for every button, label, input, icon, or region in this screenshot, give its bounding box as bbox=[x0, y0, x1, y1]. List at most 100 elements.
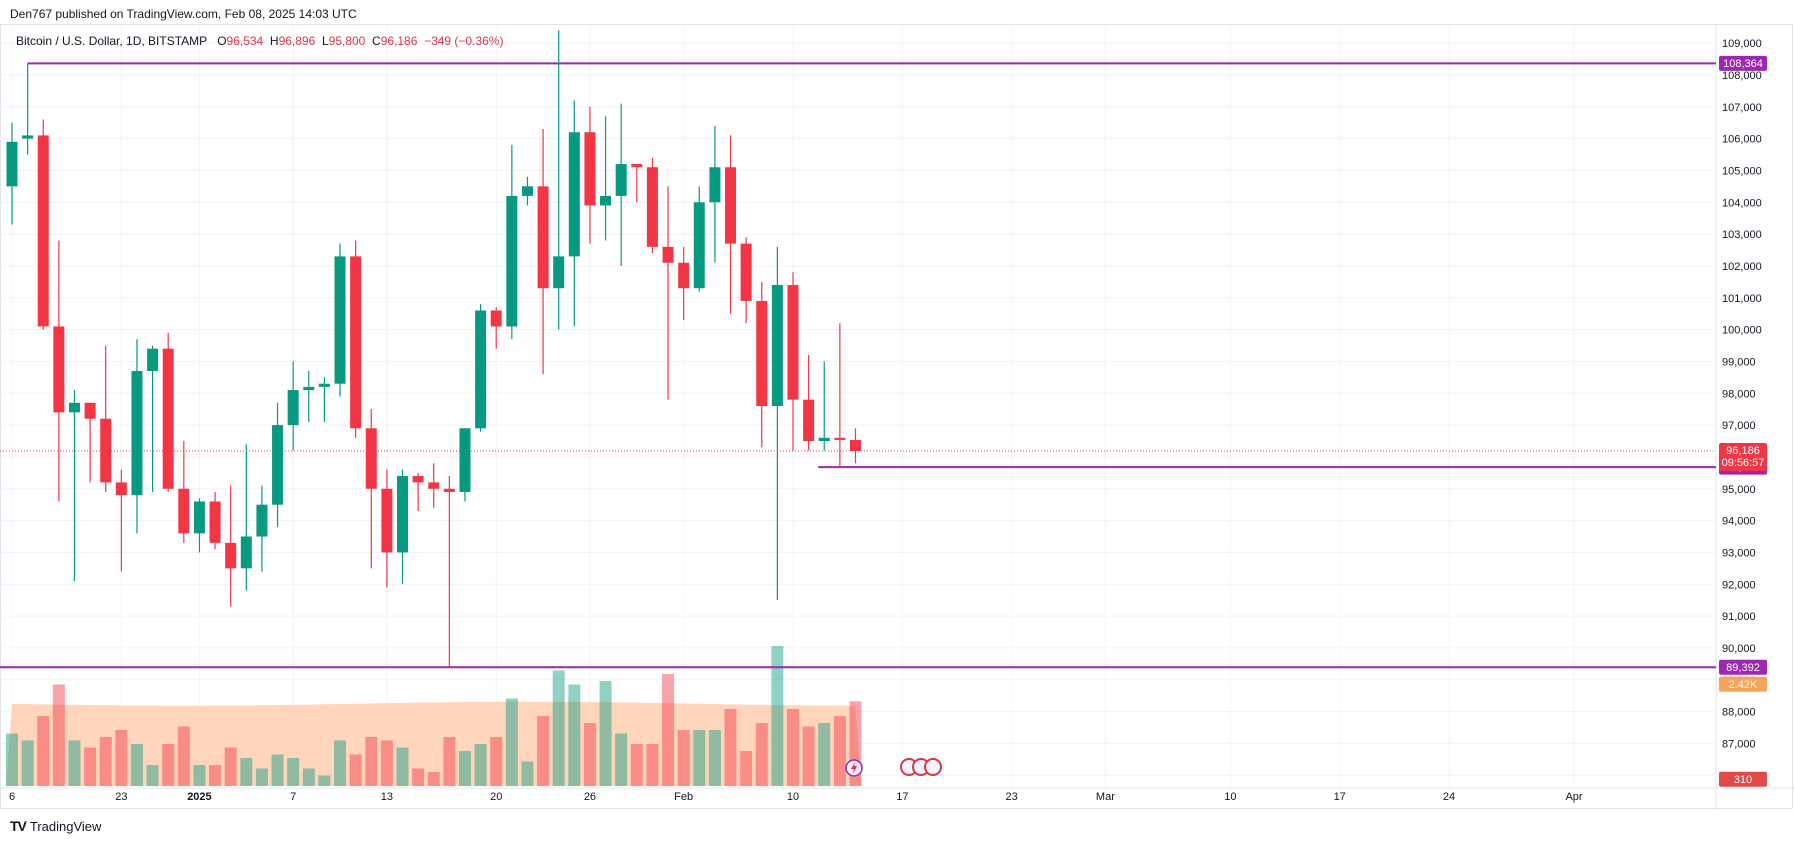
y-tick-label: 101,000 bbox=[1722, 293, 1762, 305]
x-tick-label: 6 bbox=[9, 791, 15, 803]
y-tick-label: 104,000 bbox=[1722, 197, 1762, 209]
x-tick-label: 24 bbox=[1443, 791, 1455, 803]
tradingview-logo-icon: TV bbox=[10, 818, 27, 834]
chart-area[interactable]: 86,00087,00088,00089,00090,00091,00092,0… bbox=[0, 24, 1794, 810]
candle-body bbox=[37, 135, 49, 327]
volume-bar bbox=[552, 670, 565, 786]
footer-brand[interactable]: TV TradingView bbox=[10, 818, 101, 834]
candle-body bbox=[693, 202, 705, 289]
volume-tag-2: 310 bbox=[1734, 774, 1752, 786]
candle-body bbox=[193, 501, 205, 534]
candle-body bbox=[131, 370, 143, 496]
candle-body bbox=[365, 428, 377, 489]
flag-us-icon[interactable] bbox=[924, 758, 942, 776]
candle-body bbox=[678, 262, 690, 289]
volume-bar bbox=[646, 744, 659, 786]
candle-body bbox=[147, 348, 159, 371]
candle-body bbox=[162, 348, 174, 489]
volume-bar bbox=[130, 744, 143, 786]
volume-bar bbox=[458, 751, 471, 786]
last-price-tag: 96,186 bbox=[1726, 445, 1760, 457]
y-tick-label: 87,000 bbox=[1722, 738, 1756, 750]
candle-body bbox=[568, 132, 580, 257]
legend-symbol: Bitcoin / U.S. Dollar, 1D, BITSTAMP bbox=[16, 34, 208, 48]
candle-body bbox=[256, 504, 268, 537]
candle-body bbox=[53, 326, 65, 413]
y-tick-label: 100,000 bbox=[1722, 325, 1762, 337]
candle-body bbox=[443, 488, 455, 492]
volume-bar bbox=[802, 726, 815, 786]
volume-bar bbox=[84, 747, 97, 786]
candlestick-chart[interactable]: 86,00087,00088,00089,00090,00091,00092,0… bbox=[0, 24, 1794, 810]
candle-body bbox=[584, 132, 596, 206]
publisher-line: Den767 published on TradingView.com, Feb… bbox=[10, 7, 357, 21]
volume-bar bbox=[209, 765, 222, 786]
y-tick-label: 105,000 bbox=[1722, 165, 1762, 177]
volume-bar bbox=[787, 709, 799, 786]
legend-low-label: L bbox=[321, 34, 329, 48]
volume-bar bbox=[818, 723, 831, 786]
candle-body bbox=[521, 186, 533, 196]
x-tick-label: Mar bbox=[1096, 791, 1115, 803]
candle-body bbox=[428, 482, 440, 489]
candle-body bbox=[490, 310, 502, 327]
y-tick-label: 88,000 bbox=[1722, 707, 1756, 719]
candle-body bbox=[818, 437, 830, 442]
volume-bar bbox=[193, 765, 206, 786]
volume-profile-area bbox=[6, 701, 862, 786]
candle-body bbox=[834, 437, 846, 440]
volume-bar bbox=[380, 740, 393, 786]
candle-body bbox=[631, 164, 643, 168]
lightning-icon[interactable] bbox=[844, 758, 864, 783]
volume-bar bbox=[771, 646, 784, 786]
legend-close-label: C bbox=[372, 34, 381, 48]
legend-change: −349 (−0.36%) bbox=[424, 34, 504, 48]
legend-close: 96,186 bbox=[380, 34, 418, 48]
volume-bar bbox=[505, 698, 518, 786]
candle-body bbox=[646, 167, 658, 247]
volume-bar bbox=[224, 747, 237, 786]
y-tick-label: 103,000 bbox=[1722, 229, 1762, 241]
y-tick-label: 92,000 bbox=[1722, 579, 1756, 591]
candle-body bbox=[412, 476, 424, 483]
candle-body bbox=[475, 310, 487, 429]
x-tick-label: 10 bbox=[1224, 791, 1236, 803]
x-tick-label: Apr bbox=[1565, 791, 1582, 803]
x-tick-label: Feb bbox=[674, 791, 693, 803]
volume-bar bbox=[708, 730, 721, 786]
y-tick-label: 109,000 bbox=[1722, 38, 1762, 50]
candle-body bbox=[615, 164, 627, 196]
candle-body bbox=[725, 167, 737, 244]
legend-open-label: O bbox=[217, 34, 227, 48]
y-tick-label: 98,000 bbox=[1722, 388, 1756, 400]
x-tick-label: 2025 bbox=[187, 791, 211, 803]
x-tick-label: 17 bbox=[896, 791, 908, 803]
volume-tag-bg bbox=[1719, 676, 1767, 692]
candle-body bbox=[100, 418, 112, 483]
candle-body bbox=[803, 399, 815, 442]
candle-body bbox=[334, 256, 346, 384]
candle-body bbox=[537, 186, 549, 289]
volume-bar bbox=[52, 684, 65, 786]
symbol-legend[interactable]: Bitcoin / U.S. Dollar, 1D, BITSTAMP O 96,… bbox=[16, 34, 503, 48]
y-tick-label: 107,000 bbox=[1722, 102, 1762, 114]
volume-bar bbox=[271, 754, 284, 786]
volume-bar bbox=[833, 716, 846, 786]
y-tick-label: 94,000 bbox=[1722, 516, 1756, 528]
y-tick-label: 97,000 bbox=[1722, 420, 1756, 432]
volume-bar bbox=[21, 740, 34, 786]
volume-bar bbox=[521, 761, 534, 786]
volume-bar bbox=[662, 674, 675, 786]
volume-bar bbox=[302, 768, 315, 786]
candle-body bbox=[318, 383, 330, 387]
candle-body bbox=[600, 195, 612, 206]
economic-events[interactable] bbox=[900, 758, 942, 776]
candle-body bbox=[6, 141, 18, 187]
volume-bar bbox=[443, 737, 456, 786]
volume-bar bbox=[537, 716, 550, 786]
candle-body bbox=[709, 167, 721, 203]
volume-bar bbox=[427, 772, 440, 786]
x-tick-label: 17 bbox=[1334, 791, 1346, 803]
volume-tag-2-bg bbox=[1719, 771, 1767, 787]
legend-low: 95,800 bbox=[328, 34, 366, 48]
